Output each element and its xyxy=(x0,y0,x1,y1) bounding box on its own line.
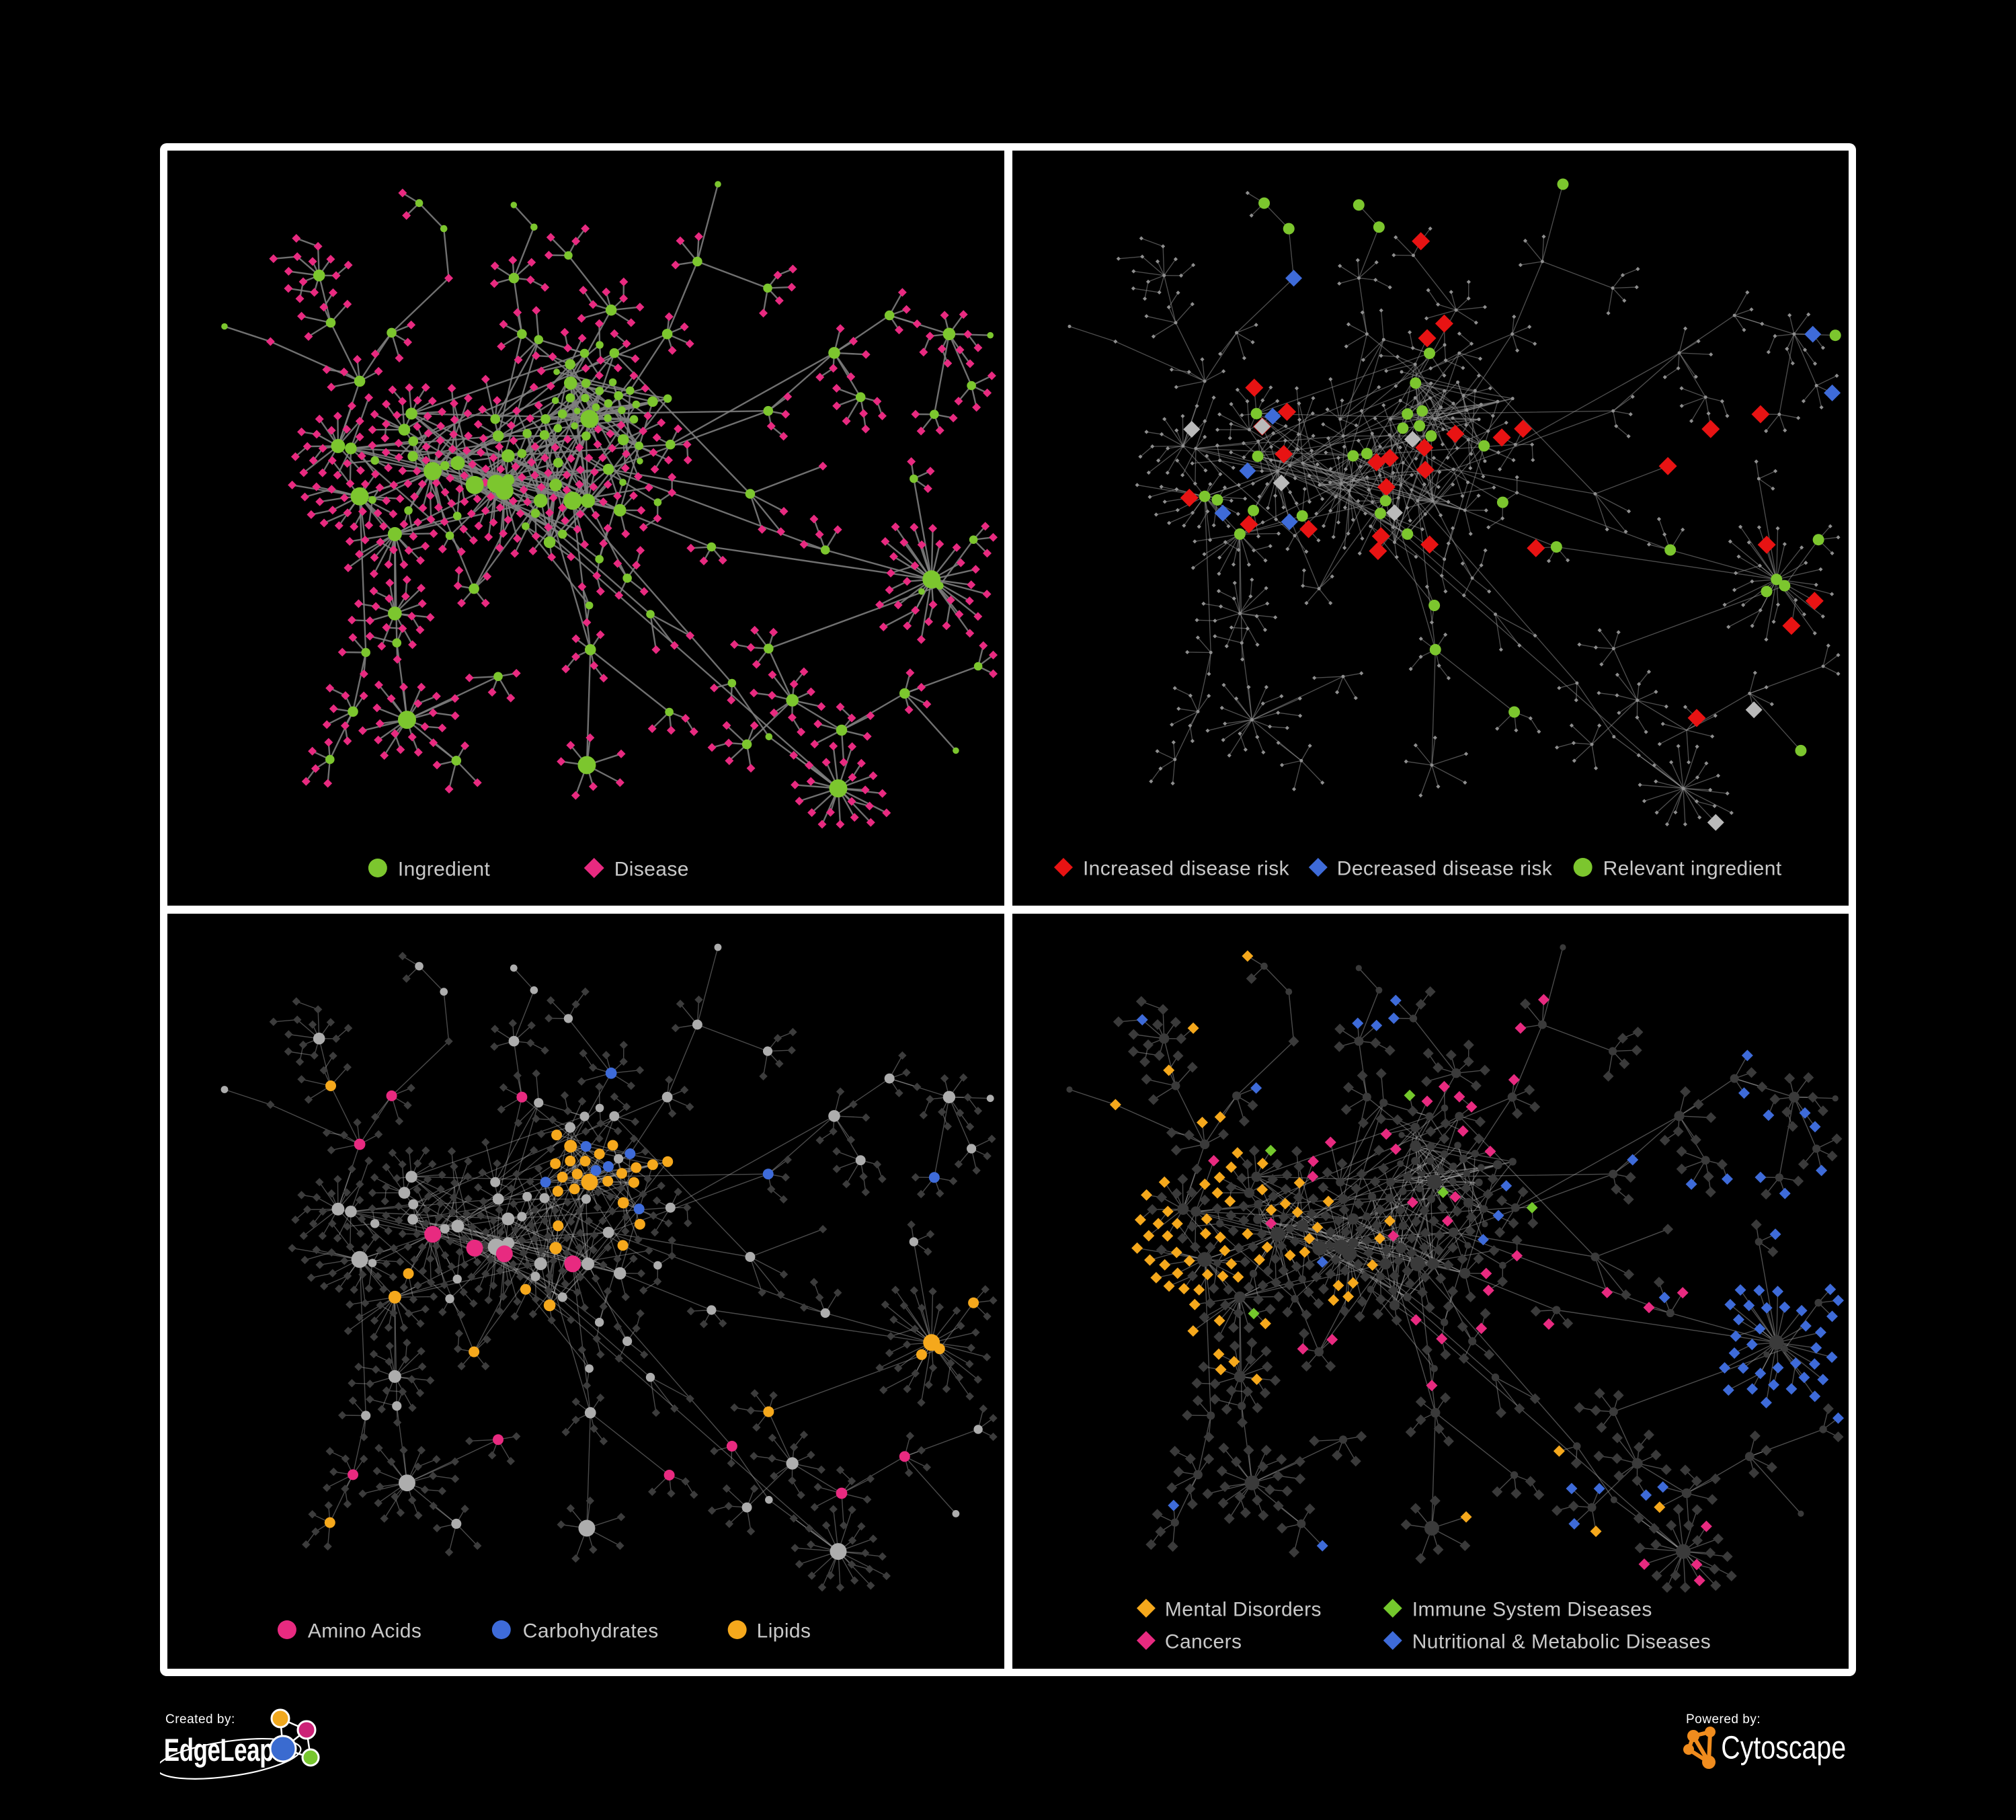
svg-text:Mental Disorders: Mental Disorders xyxy=(1164,1598,1321,1620)
svg-text:Powered by:: Powered by: xyxy=(1686,1712,1761,1727)
svg-text:Lipids: Lipids xyxy=(757,1620,811,1642)
svg-text:Decreased disease risk: Decreased disease risk xyxy=(1336,857,1552,879)
svg-text:Ingredient: Ingredient xyxy=(398,858,491,880)
svg-text:Immune System Diseases: Immune System Diseases xyxy=(1412,1598,1652,1620)
svg-text:Relevant ingredient: Relevant ingredient xyxy=(1603,857,1781,879)
svg-text:Cancers: Cancers xyxy=(1164,1630,1241,1653)
svg-text:Carbohydrates: Carbohydrates xyxy=(523,1620,659,1642)
svg-text:Cytoscape: Cytoscape xyxy=(1721,1730,1846,1766)
svg-text:Amino Acids: Amino Acids xyxy=(308,1620,421,1642)
svg-text:Nutritional & Metabolic Diseas: Nutritional & Metabolic Diseases xyxy=(1412,1630,1710,1653)
svg-text:EdgeLeap: EdgeLeap xyxy=(164,1733,274,1768)
svg-text:Increased disease risk: Increased disease risk xyxy=(1082,857,1289,879)
svg-text:Disease: Disease xyxy=(614,858,689,880)
svg-text:Created by:: Created by: xyxy=(165,1712,235,1727)
